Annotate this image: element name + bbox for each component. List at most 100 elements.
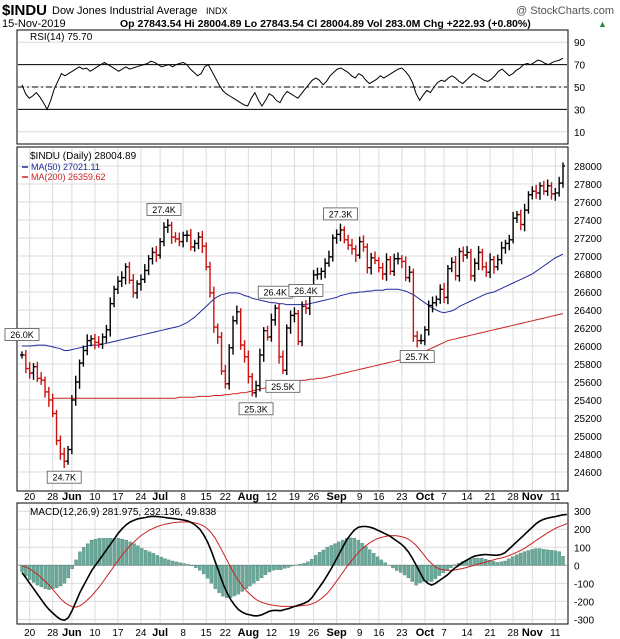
price-bar bbox=[85, 334, 90, 356]
macd-tick--100: -100 bbox=[574, 579, 594, 590]
date-tick-label: 22 bbox=[220, 628, 232, 639]
price-tick-27600: 27600 bbox=[574, 198, 602, 209]
price-bar bbox=[58, 435, 63, 460]
price-bar bbox=[457, 247, 462, 282]
price-bar bbox=[108, 297, 113, 337]
date-tick-label: 9 bbox=[357, 628, 363, 639]
macd-hist-bar bbox=[514, 554, 519, 566]
price-bar bbox=[173, 232, 178, 243]
price-bar bbox=[303, 300, 308, 314]
macd-hist-bar bbox=[406, 565, 411, 579]
price-annotations: 26.0K 24.7K 27.4K 26.4K 26.4K 25.3K 25.5K 27.3K… bbox=[4, 202, 435, 484]
price-bar bbox=[384, 253, 389, 281]
date-tick-label: Oct bbox=[416, 627, 435, 639]
macd-hist-bar bbox=[368, 549, 372, 566]
price-bar bbox=[238, 308, 243, 350]
price-tick-27200: 27200 bbox=[574, 234, 602, 245]
macd-tick-200: 200 bbox=[574, 525, 591, 536]
macd-hist-bar bbox=[468, 559, 472, 566]
price-bar bbox=[388, 256, 393, 275]
price-bar bbox=[476, 246, 481, 271]
price-bar bbox=[92, 333, 97, 350]
price-bar bbox=[315, 267, 320, 280]
macd-hist-bar bbox=[391, 565, 395, 569]
macd-hist-bar bbox=[298, 563, 302, 566]
macd-hist-bar bbox=[43, 565, 47, 589]
macd-hist-bar bbox=[360, 542, 364, 566]
macd-hist-bar bbox=[375, 556, 380, 566]
price-bar bbox=[415, 331, 420, 348]
macd-hist-bar bbox=[143, 550, 148, 566]
price-bar bbox=[449, 257, 454, 273]
price-bar bbox=[468, 248, 473, 281]
date-tick-label: 11 bbox=[550, 628, 561, 639]
price-bar bbox=[234, 305, 239, 325]
price-bar bbox=[480, 248, 485, 271]
date-tick-label: 26 bbox=[308, 492, 320, 503]
price-bar bbox=[434, 295, 439, 307]
price-bar bbox=[499, 241, 504, 265]
price-tick-24600: 24600 bbox=[574, 468, 602, 479]
price-panel: 24600 24800 25000 25200 25400 25600 25800 26000… bbox=[4, 146, 602, 492]
date-tick-label: 21 bbox=[485, 628, 497, 639]
price-bar bbox=[223, 364, 228, 389]
macd-hist-bar bbox=[410, 565, 414, 582]
price-bar bbox=[135, 280, 140, 299]
price-bar bbox=[419, 334, 424, 345]
macd-lines bbox=[21, 513, 568, 622]
macd-hist-bar bbox=[499, 561, 503, 566]
price-bar bbox=[100, 333, 105, 349]
macd-hist-bar bbox=[275, 565, 279, 570]
price-bar bbox=[296, 310, 301, 346]
price-bar bbox=[557, 176, 562, 197]
price-bar bbox=[261, 327, 266, 362]
price-bar bbox=[250, 373, 255, 397]
macd-hist-bar bbox=[174, 561, 179, 566]
index-name: Dow Jones Industrial Average bbox=[52, 5, 197, 17]
price-bar bbox=[561, 162, 565, 188]
price-tick-27000: 27000 bbox=[574, 252, 602, 263]
price-callout: 27.3K bbox=[323, 207, 358, 221]
macd-hist-bar bbox=[248, 565, 252, 587]
macd-tick--300: -300 bbox=[574, 615, 594, 626]
macd-hist-bar bbox=[128, 541, 132, 566]
price-bar bbox=[280, 350, 285, 374]
price-callout: 25.7K bbox=[399, 350, 435, 364]
price-bar bbox=[119, 271, 124, 287]
credit-text[interactable]: @ StockCharts.com bbox=[516, 5, 614, 17]
price-bar bbox=[115, 276, 120, 294]
macd-hist-bar bbox=[228, 565, 233, 598]
price-bar bbox=[537, 182, 542, 200]
macd-hist-bar bbox=[82, 547, 86, 566]
macd-hist-bar bbox=[472, 557, 476, 566]
macd-hist-bar bbox=[78, 551, 82, 566]
price-callout-label: 27.3K bbox=[329, 209, 353, 219]
macd-hist-bar bbox=[97, 538, 101, 566]
macd-hist-bar bbox=[379, 559, 384, 566]
price-bar bbox=[165, 219, 170, 233]
macd-hist-bar bbox=[109, 538, 113, 566]
macd-panel: -300 -200 -100 0 100 200 300 MACD(12,26,9) 281… bbox=[16, 502, 594, 626]
macd-hist-bar bbox=[545, 549, 550, 566]
macd-hist-bar bbox=[244, 565, 248, 589]
price-bar bbox=[426, 300, 431, 336]
macd-hist-bar bbox=[522, 551, 527, 566]
price-bar bbox=[392, 253, 397, 276]
price-bar bbox=[430, 296, 435, 313]
price-callout: 26.4K bbox=[288, 283, 324, 297]
macd-hist-bar bbox=[534, 548, 538, 566]
rsi-series bbox=[21, 57, 564, 111]
macd-line-0 bbox=[21, 513, 567, 622]
macd-hist-bar bbox=[518, 552, 523, 566]
price-bar bbox=[23, 350, 28, 374]
price-bar bbox=[196, 232, 201, 250]
date-tick-label: 12 bbox=[266, 492, 278, 503]
macd-hist-bar bbox=[429, 565, 434, 582]
macd-histogram bbox=[20, 537, 565, 598]
price-tick-25800: 25800 bbox=[574, 360, 602, 371]
date-tick-label: Aug bbox=[238, 491, 259, 503]
macd-hist-bar bbox=[507, 558, 511, 566]
price-bar bbox=[123, 263, 128, 285]
date-tick-label: Jun bbox=[62, 627, 82, 639]
price-bar bbox=[507, 234, 512, 251]
